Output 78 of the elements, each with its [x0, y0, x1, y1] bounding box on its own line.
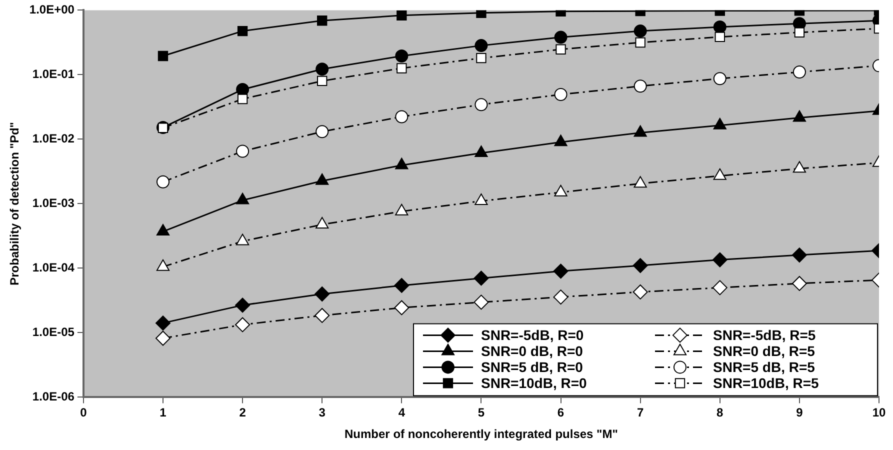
point: [396, 63, 407, 74]
point: [236, 82, 250, 96]
point: [236, 144, 250, 158]
point: [713, 72, 726, 86]
point: [474, 39, 488, 52]
point: [792, 66, 806, 79]
point: [476, 52, 486, 64]
point: [156, 224, 170, 236]
point: [156, 175, 170, 188]
legend-label: SNR=10dB, R=5: [713, 375, 820, 392]
point: [316, 217, 329, 229]
point: [158, 50, 168, 62]
x-tick-label: 7: [636, 406, 644, 420]
point: [553, 264, 568, 279]
x-tick-label: 9: [796, 406, 804, 420]
point: [792, 276, 807, 291]
point: [237, 94, 248, 104]
x-tick-label: 0: [80, 406, 88, 420]
y-tick-label: 1.0E-01: [32, 67, 75, 82]
point: [712, 252, 728, 268]
point: [632, 284, 648, 300]
point: [553, 290, 568, 305]
legend-label: SNR=0 dB, R=0: [481, 343, 584, 360]
point: [792, 248, 807, 263]
point: [394, 300, 410, 316]
point: [317, 16, 328, 26]
point: [395, 110, 408, 124]
point: [713, 20, 726, 34]
point: [794, 27, 805, 38]
x-axis-title: Number of noncoherently integrated pulses "M": [344, 427, 618, 442]
point: [474, 98, 488, 112]
y-axis-title: Probability of detection "Pd": [8, 122, 22, 286]
legend-label: SNR=0 dB, R=5: [713, 343, 816, 360]
point: [316, 62, 329, 76]
point: [712, 280, 728, 296]
legend-label: SNR=-5dB, R=5: [713, 327, 816, 344]
point: [316, 125, 329, 138]
point: [155, 316, 170, 331]
y-tick-label: 1.0E-02: [32, 132, 75, 146]
point: [314, 308, 330, 323]
legend-label: SNR=5 dB, R=0: [481, 359, 584, 376]
point: [155, 330, 170, 346]
point: [314, 286, 330, 302]
point: [476, 10, 486, 18]
point: [395, 49, 408, 62]
y-tick-label: 1.0E-06: [32, 390, 75, 404]
point: [235, 317, 250, 332]
point: [396, 10, 407, 21]
x-tick-label: 8: [716, 406, 724, 420]
point: [474, 270, 489, 286]
legend-label: SNR=5 dB, R=5: [713, 359, 816, 376]
point: [554, 30, 568, 44]
x-tick-label: 5: [478, 406, 485, 420]
point: [394, 278, 410, 293]
x-tick-label: 4: [398, 406, 406, 420]
y-tick-label: 1.0E+00: [29, 2, 75, 17]
y-tick-label: 1.0E-05: [32, 325, 75, 340]
y-tick-label: 1.0E-04: [32, 260, 75, 275]
x-tick-label: 1: [160, 406, 167, 420]
point: [632, 258, 648, 274]
point: [554, 88, 568, 102]
point: [635, 37, 646, 48]
point: [556, 44, 566, 54]
point: [714, 32, 725, 42]
point: [474, 194, 488, 206]
legend-label: SNR=10dB, R=0: [481, 375, 588, 392]
x-tick-label: 2: [239, 406, 246, 420]
x-tick-label: 3: [318, 406, 326, 420]
point: [235, 298, 250, 313]
point: [474, 294, 489, 310]
y-tick-label: 1.0E-03: [32, 196, 75, 210]
point: [634, 24, 647, 38]
point: [237, 26, 248, 36]
point: [317, 76, 328, 86]
legend-label: SNR=-5dB, R=0: [481, 327, 584, 344]
point: [634, 80, 647, 93]
x-tick-label: 10: [872, 406, 886, 420]
x-tick-label: 6: [557, 406, 564, 420]
